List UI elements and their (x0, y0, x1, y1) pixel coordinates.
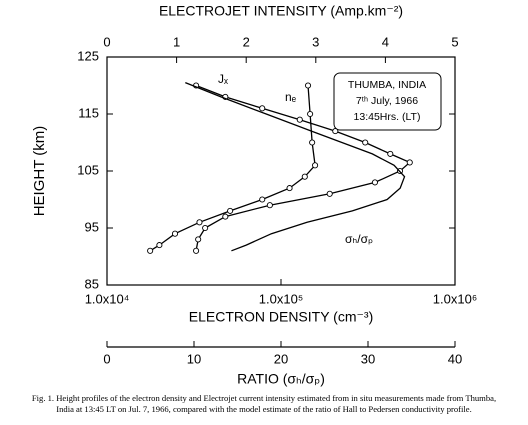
profile-line (149, 85, 316, 252)
x-tick-label: 3 (312, 34, 319, 49)
marker (259, 196, 266, 203)
marker (362, 139, 369, 146)
marker (193, 247, 200, 254)
marker (301, 173, 308, 180)
marker (202, 224, 209, 232)
caption: India at 13:45 LT on Jul. 7, 1966, compa… (56, 404, 472, 414)
x-tick-label: 1 (173, 34, 180, 49)
x-tick-label: 1.0x10⁴ (85, 291, 130, 306)
marker (312, 162, 319, 169)
y-tick-label: 105 (77, 162, 99, 177)
series-label: Jₓ (218, 72, 228, 86)
marker (406, 159, 413, 166)
x-axis-label: RATIO (σₕ/σₚ) (237, 371, 325, 387)
marker (222, 213, 229, 220)
marker (304, 82, 312, 89)
x-axis-label: ELECTRON DENSITY (cm⁻³) (189, 309, 373, 325)
x-tick-label: 10 (187, 351, 201, 366)
x-tick-label: 4 (382, 34, 389, 49)
x-tick-label: 30 (361, 351, 375, 366)
annotation: THUMBA, INDIA (348, 79, 426, 91)
x-tick-label: 1.0x10⁶ (433, 291, 477, 306)
profile-line (185, 82, 406, 252)
marker (227, 207, 234, 214)
marker (195, 236, 202, 243)
marker (326, 190, 333, 197)
series-label: nₑ (285, 90, 297, 104)
marker (259, 105, 266, 112)
x-tick-label: 1.0x10⁵ (259, 291, 303, 306)
annotation: 7ᵗʰ July, 1966 (356, 95, 418, 107)
marker (147, 247, 154, 254)
y-axis-label: HEIGHT (km) (31, 126, 48, 217)
marker (156, 242, 163, 249)
x-axis-label: ELECTROJET INTENSITY (Amp.km⁻²) (159, 3, 403, 19)
profile-line (195, 84, 411, 251)
x-tick-label: 0 (103, 351, 110, 366)
marker (309, 139, 316, 146)
marker (286, 185, 293, 192)
marker (387, 150, 394, 157)
marker (371, 179, 379, 186)
marker (196, 219, 203, 226)
x-tick-label: 5 (451, 34, 458, 49)
marker (266, 202, 273, 209)
x-tick-label: 20 (274, 351, 288, 366)
marker (307, 110, 314, 118)
marker (332, 128, 339, 135)
y-tick-label: 95 (85, 219, 99, 234)
annotation-box (333, 72, 442, 131)
y-tick-label: 85 (85, 276, 99, 291)
marker (296, 116, 303, 123)
y-tick-label: 115 (78, 105, 99, 120)
x-tick-label: 40 (448, 351, 462, 366)
annotation: 13:45Hrs. (LT) (354, 111, 421, 123)
x-tick-label: 2 (243, 34, 250, 49)
caption: Fig. 1. Height profiles of the electron … (32, 393, 496, 403)
series-label: σₕ/σₚ (345, 232, 373, 246)
marker (171, 230, 179, 237)
y-tick-label: 125 (77, 48, 99, 63)
x-tick-label: 0 (103, 34, 110, 49)
